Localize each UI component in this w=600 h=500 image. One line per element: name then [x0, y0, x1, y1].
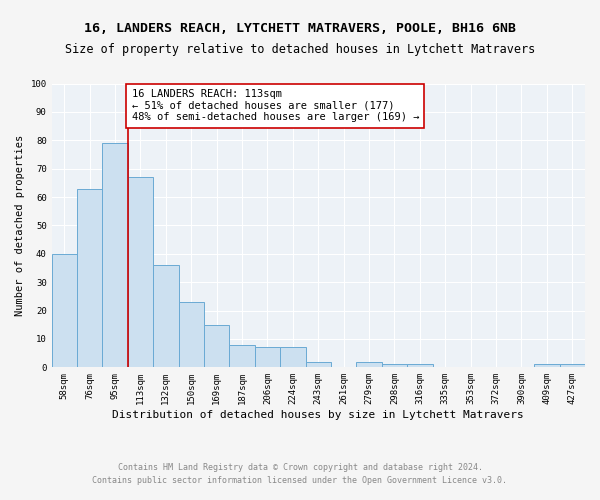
Bar — [229, 344, 255, 368]
Bar — [103, 143, 128, 368]
X-axis label: Distribution of detached houses by size in Lytchett Matravers: Distribution of detached houses by size … — [112, 410, 524, 420]
Y-axis label: Number of detached properties: Number of detached properties — [15, 135, 25, 316]
Bar — [280, 348, 305, 368]
Bar — [77, 188, 103, 368]
Bar — [179, 302, 204, 368]
Bar — [128, 177, 153, 368]
Bar — [382, 364, 407, 368]
Bar — [153, 265, 179, 368]
Text: Size of property relative to detached houses in Lytchett Matravers: Size of property relative to detached ho… — [65, 42, 535, 56]
Text: 16 LANDERS REACH: 113sqm
← 51% of detached houses are smaller (177)
48% of semi-: 16 LANDERS REACH: 113sqm ← 51% of detach… — [131, 89, 419, 122]
Bar — [255, 348, 280, 368]
Text: Contains HM Land Registry data © Crown copyright and database right 2024.
Contai: Contains HM Land Registry data © Crown c… — [92, 464, 508, 485]
Bar — [560, 364, 585, 368]
Bar — [356, 362, 382, 368]
Bar — [204, 325, 229, 368]
Bar — [305, 362, 331, 368]
Text: 16, LANDERS REACH, LYTCHETT MATRAVERS, POOLE, BH16 6NB: 16, LANDERS REACH, LYTCHETT MATRAVERS, P… — [84, 22, 516, 36]
Bar — [534, 364, 560, 368]
Bar — [52, 254, 77, 368]
Bar — [407, 364, 433, 368]
